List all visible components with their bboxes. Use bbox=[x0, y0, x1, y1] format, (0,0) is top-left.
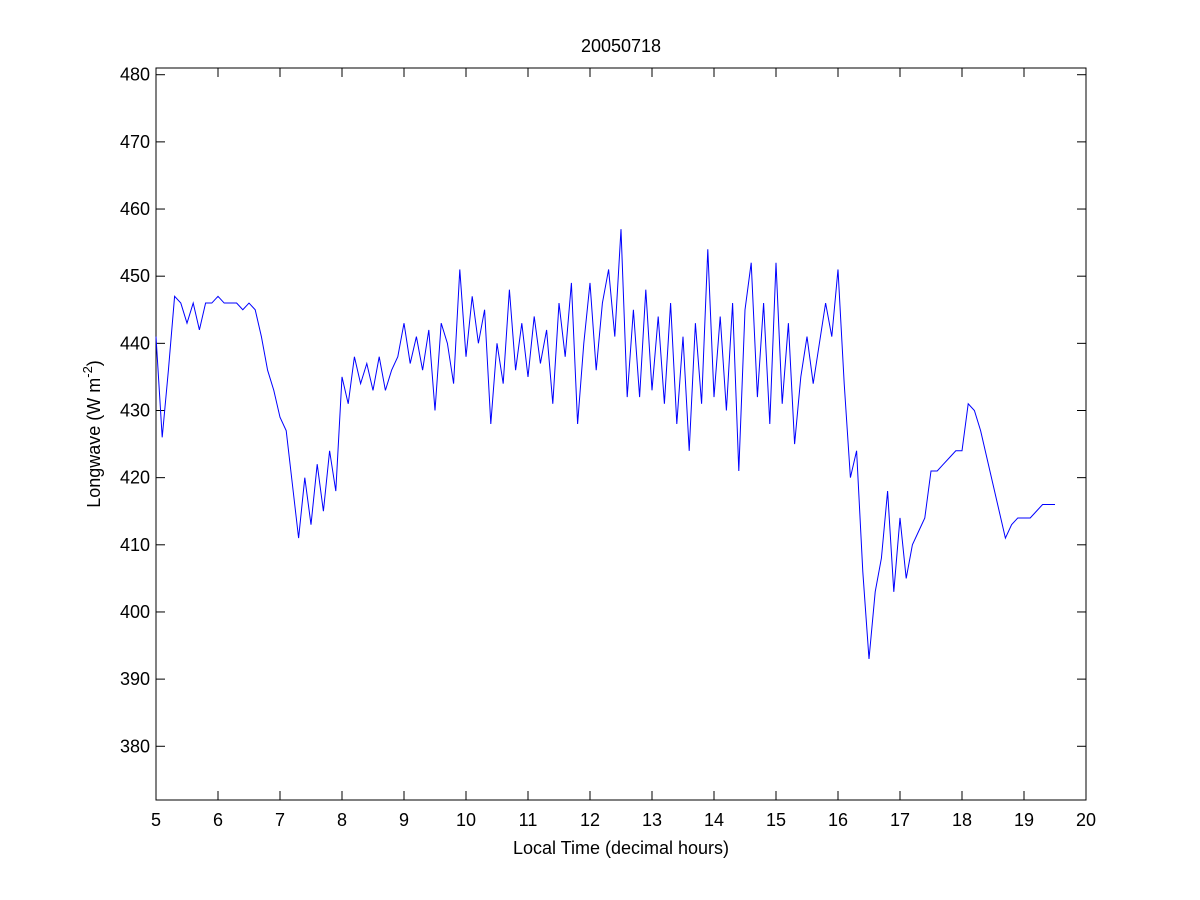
y-tick-label: 390 bbox=[120, 669, 150, 689]
x-tick-label: 9 bbox=[399, 810, 409, 830]
x-tick-label: 13 bbox=[642, 810, 662, 830]
y-axis-label-main: Longwave (W m bbox=[84, 378, 104, 508]
x-tick-label: 20 bbox=[1076, 810, 1096, 830]
y-tick-label: 410 bbox=[120, 535, 150, 555]
x-axis-label: Local Time (decimal hours) bbox=[513, 838, 729, 858]
x-tick-label: 7 bbox=[275, 810, 285, 830]
x-tick-label: 8 bbox=[337, 810, 347, 830]
y-axis-label-end: ) bbox=[84, 360, 104, 366]
x-tick-label: 19 bbox=[1014, 810, 1034, 830]
x-tick-label: 6 bbox=[213, 810, 223, 830]
y-tick-label: 420 bbox=[120, 468, 150, 488]
y-tick-label: 440 bbox=[120, 333, 150, 353]
y-tick-label: 480 bbox=[120, 65, 150, 85]
y-tick-label: 450 bbox=[120, 266, 150, 286]
x-tick-label: 14 bbox=[704, 810, 724, 830]
y-tick-label: 470 bbox=[120, 132, 150, 152]
x-tick-label: 15 bbox=[766, 810, 786, 830]
y-tick-label: 380 bbox=[120, 736, 150, 756]
y-tick-label: 400 bbox=[120, 602, 150, 622]
x-tick-label: 12 bbox=[580, 810, 600, 830]
plot-frame bbox=[155, 67, 1087, 801]
x-tick-label: 5 bbox=[151, 810, 161, 830]
y-tick-label: 460 bbox=[120, 199, 150, 219]
x-tick-label: 16 bbox=[828, 810, 848, 830]
x-tick-label: 10 bbox=[456, 810, 476, 830]
x-tick-label: 17 bbox=[890, 810, 910, 830]
y-axis-label: Longwave (W m-2) bbox=[80, 360, 104, 508]
data-line bbox=[155, 229, 1055, 660]
x-tick-label: 18 bbox=[952, 810, 972, 830]
y-axis-label-exponent: -2 bbox=[80, 366, 95, 378]
chart-title: 20050718 bbox=[581, 36, 661, 56]
y-tick-label: 430 bbox=[120, 400, 150, 420]
x-tick-label: 11 bbox=[519, 810, 538, 830]
